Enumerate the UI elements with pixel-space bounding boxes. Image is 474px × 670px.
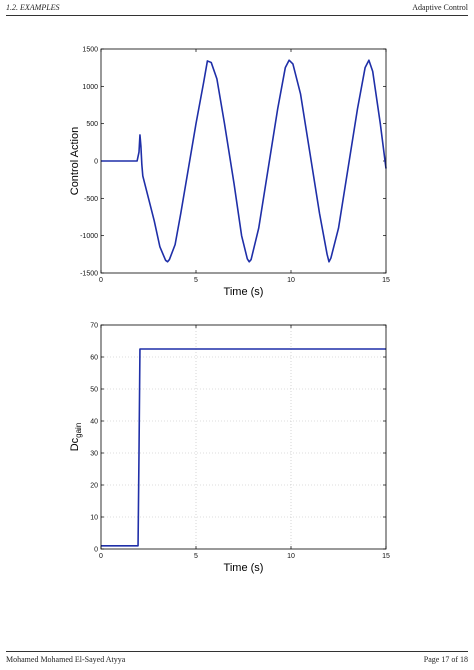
chart2-y-axis-label: Dcgain <box>69 423 83 452</box>
chart1-ytick-label-3: 0 <box>94 159 98 166</box>
chart1-plot-frame <box>100 48 387 274</box>
chart2-ytick-label-7: 70 <box>90 323 98 330</box>
chart1-x-axis-label: Time (s) <box>224 286 264 298</box>
chart2-x-axis-label: Time (s) <box>224 562 264 574</box>
chart2-xtick-label-1: 5 <box>194 553 198 560</box>
chart2-series-line-0 <box>101 348 386 547</box>
chapter-title: Adaptive Control <box>412 3 468 12</box>
chart2-ytick-label-4: 40 <box>90 419 98 426</box>
chart1-xtick-label-2: 10 <box>287 277 295 284</box>
chart1-ytick-label-6: 1500 <box>82 47 98 54</box>
running-head: 1.2. EXAMPLES Adaptive Control <box>6 3 468 15</box>
chart1-xtick-label-3: 15 <box>382 277 390 284</box>
author-name: Mohamed Mohamed El-Sayed Atyya <box>6 655 126 664</box>
chart1-xtick-label-0: 0 <box>99 277 103 284</box>
chart1-ytick-label-1: -1000 <box>80 233 98 240</box>
chart1-series-line-0 <box>101 59 387 263</box>
chart1-ytick-label-4: 500 <box>86 121 98 128</box>
chart1-xtick-label-1: 5 <box>194 277 198 284</box>
section-label: 1.2. EXAMPLES <box>6 3 60 12</box>
chart1-ytick-label-2: -500 <box>84 196 98 203</box>
header-rule <box>6 15 468 16</box>
footer-rule <box>6 651 468 652</box>
chart2-ytick-label-5: 50 <box>90 387 98 394</box>
chart2-xtick-label-3: 15 <box>382 553 390 560</box>
chart2-ytick-label-6: 60 <box>90 355 98 362</box>
chart2-ytick-label-1: 10 <box>90 515 98 522</box>
chart2-xtick-label-2: 10 <box>287 553 295 560</box>
chart1-ytick-label-0: -1500 <box>80 271 98 278</box>
chart2-y-axis-label-subscript: gain <box>74 423 83 438</box>
chart2-plot-frame <box>100 324 387 550</box>
chart2-xtick-label-0: 0 <box>99 553 103 560</box>
page-number: Page 17 of 18 <box>423 655 468 664</box>
chart1-y-axis-label: Control Action <box>69 127 81 195</box>
chart2-ytick-label-0: 0 <box>94 547 98 554</box>
chart2-ytick-label-2: 20 <box>90 483 98 490</box>
chart2-ytick-label-3: 30 <box>90 451 98 458</box>
footer: Mohamed Mohamed El-Sayed Atyya Page 17 o… <box>6 655 468 667</box>
chart1-ytick-label-5: 1000 <box>82 84 98 91</box>
